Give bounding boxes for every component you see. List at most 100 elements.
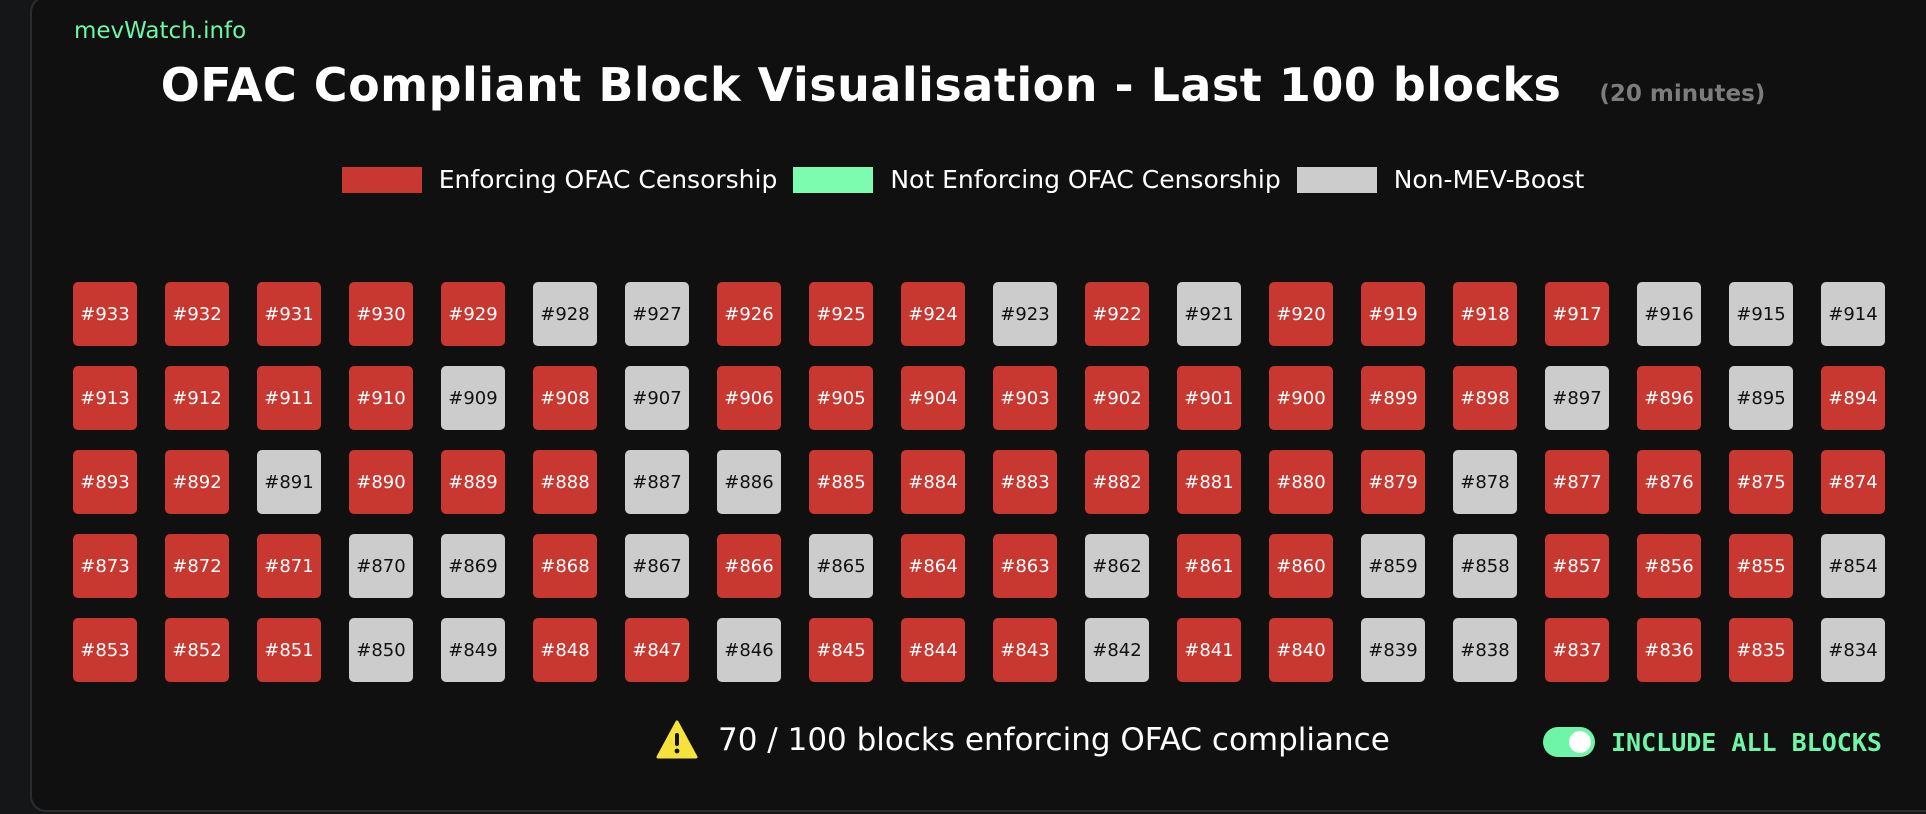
block-tile[interactable]: #851: [257, 618, 321, 682]
block-tile[interactable]: #840: [1269, 618, 1333, 682]
block-tile[interactable]: #848: [533, 618, 597, 682]
block-tile[interactable]: #842: [1085, 618, 1149, 682]
block-tile[interactable]: #876: [1637, 450, 1701, 514]
block-tile[interactable]: #891: [257, 450, 321, 514]
block-tile[interactable]: #879: [1361, 450, 1425, 514]
block-tile[interactable]: #871: [257, 534, 321, 598]
block-tile[interactable]: #928: [533, 282, 597, 346]
block-tile[interactable]: #903: [993, 366, 1057, 430]
block-tile[interactable]: #912: [165, 366, 229, 430]
block-tile[interactable]: #933: [73, 282, 137, 346]
block-tile[interactable]: #836: [1637, 618, 1701, 682]
block-tile[interactable]: #863: [993, 534, 1057, 598]
block-tile[interactable]: #907: [625, 366, 689, 430]
block-tile[interactable]: #869: [441, 534, 505, 598]
block-tile[interactable]: #923: [993, 282, 1057, 346]
block-tile[interactable]: #860: [1269, 534, 1333, 598]
block-tile[interactable]: #873: [73, 534, 137, 598]
block-tile[interactable]: #922: [1085, 282, 1149, 346]
include-all-blocks-label[interactable]: INCLUDE ALL BLOCKS: [1611, 727, 1882, 757]
block-tile[interactable]: #880: [1269, 450, 1333, 514]
block-tile[interactable]: #859: [1361, 534, 1425, 598]
block-tile[interactable]: #905: [809, 366, 873, 430]
block-tile[interactable]: #916: [1637, 282, 1701, 346]
block-tile[interactable]: #868: [533, 534, 597, 598]
include-all-blocks-toggle[interactable]: [1543, 727, 1595, 757]
block-tile[interactable]: #874: [1821, 450, 1885, 514]
block-tile[interactable]: #899: [1361, 366, 1425, 430]
block-tile[interactable]: #883: [993, 450, 1057, 514]
block-tile[interactable]: #925: [809, 282, 873, 346]
block-tile[interactable]: #890: [349, 450, 413, 514]
block-tile[interactable]: #911: [257, 366, 321, 430]
block-tile[interactable]: #892: [165, 450, 229, 514]
block-tile[interactable]: #870: [349, 534, 413, 598]
block-tile[interactable]: #930: [349, 282, 413, 346]
block-tile[interactable]: #849: [441, 618, 505, 682]
block-tile[interactable]: #835: [1729, 618, 1793, 682]
block-tile[interactable]: #924: [901, 282, 965, 346]
block-tile[interactable]: #908: [533, 366, 597, 430]
block-tile[interactable]: #920: [1269, 282, 1333, 346]
block-tile[interactable]: #904: [901, 366, 965, 430]
block-tile[interactable]: #884: [901, 450, 965, 514]
block-tile[interactable]: #886: [717, 450, 781, 514]
block-tile[interactable]: #906: [717, 366, 781, 430]
block-tile[interactable]: #865: [809, 534, 873, 598]
block-tile[interactable]: #901: [1177, 366, 1241, 430]
block-tile[interactable]: #895: [1729, 366, 1793, 430]
block-tile[interactable]: #909: [441, 366, 505, 430]
block-tile[interactable]: #921: [1177, 282, 1241, 346]
block-tile[interactable]: #877: [1545, 450, 1609, 514]
block-tile[interactable]: #915: [1729, 282, 1793, 346]
block-tile[interactable]: #858: [1453, 534, 1517, 598]
block-tile[interactable]: #900: [1269, 366, 1333, 430]
block-tile[interactable]: #852: [165, 618, 229, 682]
block-tile[interactable]: #875: [1729, 450, 1793, 514]
block-tile[interactable]: #838: [1453, 618, 1517, 682]
brand-link[interactable]: mevWatch.info: [74, 18, 247, 44]
block-tile[interactable]: #861: [1177, 534, 1241, 598]
block-tile[interactable]: #864: [901, 534, 965, 598]
block-tile[interactable]: #847: [625, 618, 689, 682]
block-tile[interactable]: #917: [1545, 282, 1609, 346]
block-tile[interactable]: #872: [165, 534, 229, 598]
block-tile[interactable]: #893: [73, 450, 137, 514]
block-tile[interactable]: #898: [1453, 366, 1517, 430]
block-tile[interactable]: #897: [1545, 366, 1609, 430]
block-tile[interactable]: #837: [1545, 618, 1609, 682]
block-tile[interactable]: #881: [1177, 450, 1241, 514]
block-tile[interactable]: #931: [257, 282, 321, 346]
block-tile[interactable]: #894: [1821, 366, 1885, 430]
block-tile[interactable]: #885: [809, 450, 873, 514]
block-tile[interactable]: #846: [717, 618, 781, 682]
block-tile[interactable]: #927: [625, 282, 689, 346]
block-tile[interactable]: #888: [533, 450, 597, 514]
block-tile[interactable]: #896: [1637, 366, 1701, 430]
block-tile[interactable]: #878: [1453, 450, 1517, 514]
block-tile[interactable]: #856: [1637, 534, 1701, 598]
block-tile[interactable]: #926: [717, 282, 781, 346]
block-tile[interactable]: #887: [625, 450, 689, 514]
block-tile[interactable]: #919: [1361, 282, 1425, 346]
block-tile[interactable]: #844: [901, 618, 965, 682]
block-tile[interactable]: #853: [73, 618, 137, 682]
block-tile[interactable]: #857: [1545, 534, 1609, 598]
block-tile[interactable]: #862: [1085, 534, 1149, 598]
block-tile[interactable]: #855: [1729, 534, 1793, 598]
block-tile[interactable]: #850: [349, 618, 413, 682]
block-tile[interactable]: #839: [1361, 618, 1425, 682]
block-tile[interactable]: #867: [625, 534, 689, 598]
block-tile[interactable]: #929: [441, 282, 505, 346]
block-tile[interactable]: #866: [717, 534, 781, 598]
block-tile[interactable]: #932: [165, 282, 229, 346]
block-tile[interactable]: #902: [1085, 366, 1149, 430]
block-tile[interactable]: #843: [993, 618, 1057, 682]
block-tile[interactable]: #882: [1085, 450, 1149, 514]
block-tile[interactable]: #889: [441, 450, 505, 514]
block-tile[interactable]: #910: [349, 366, 413, 430]
block-tile[interactable]: #913: [73, 366, 137, 430]
block-tile[interactable]: #914: [1821, 282, 1885, 346]
block-tile[interactable]: #854: [1821, 534, 1885, 598]
block-tile[interactable]: #918: [1453, 282, 1517, 346]
